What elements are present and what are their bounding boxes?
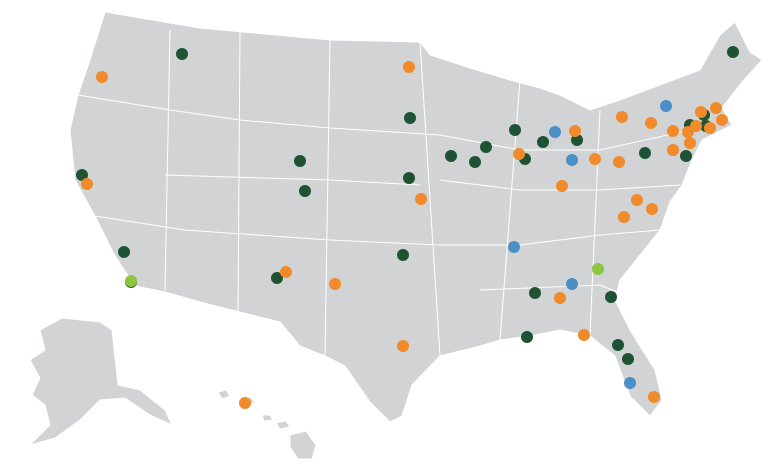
- location-dot: [648, 391, 660, 403]
- location-dot: [645, 117, 657, 129]
- location-dot: [329, 278, 341, 290]
- location-dot: [549, 126, 561, 138]
- location-dot: [521, 331, 533, 343]
- location-dot: [571, 134, 583, 146]
- location-dot: [403, 172, 415, 184]
- location-dot: [294, 155, 306, 167]
- location-dot: [684, 137, 696, 149]
- location-dot: [513, 148, 525, 160]
- location-dot: [404, 112, 416, 124]
- location-dot: [618, 211, 630, 223]
- location-dot: [239, 397, 251, 409]
- location-dot: [403, 61, 415, 73]
- location-dot: [727, 46, 739, 58]
- location-dot: [578, 329, 590, 341]
- location-dot: [566, 278, 578, 290]
- location-dot: [716, 114, 728, 126]
- location-dot: [529, 287, 541, 299]
- location-dot: [569, 125, 581, 137]
- location-dot: [299, 185, 311, 197]
- location-dot: [690, 120, 702, 132]
- location-dot: [592, 263, 604, 275]
- location-dot: [480, 141, 492, 153]
- location-dot: [616, 111, 628, 123]
- location-dot: [710, 102, 722, 114]
- location-dot: [605, 291, 617, 303]
- alaska: [28, 317, 174, 446]
- location-dot: [176, 48, 188, 60]
- location-dot: [76, 169, 88, 181]
- location-dot: [537, 136, 549, 148]
- location-dot: [660, 100, 672, 112]
- location-dot: [566, 154, 578, 166]
- location-dot: [589, 153, 601, 165]
- location-dot: [415, 193, 427, 205]
- location-dot: [271, 272, 283, 284]
- location-dot: [613, 156, 625, 168]
- contiguous-us: [69, 11, 763, 423]
- location-dot: [704, 122, 716, 134]
- location-dot: [96, 71, 108, 83]
- location-dot: [556, 180, 568, 192]
- location-dot: [646, 203, 658, 215]
- location-dot: [469, 156, 481, 168]
- location-dot: [695, 106, 707, 118]
- location-dot: [631, 194, 643, 206]
- location-dot: [624, 377, 636, 389]
- location-dot: [397, 249, 409, 261]
- location-dot: [667, 144, 679, 156]
- location-dot: [667, 125, 679, 137]
- location-dot: [612, 339, 624, 351]
- location-dot: [680, 150, 692, 162]
- location-dot: [445, 150, 457, 162]
- location-dot: [280, 266, 292, 278]
- location-dot: [125, 275, 137, 287]
- location-dot: [622, 353, 634, 365]
- location-dots: [76, 46, 739, 409]
- location-dot: [554, 292, 566, 304]
- state-borders: [77, 29, 691, 357]
- hawaii: [217, 389, 317, 460]
- location-dot: [81, 178, 93, 190]
- location-dot: [397, 340, 409, 352]
- location-dot: [508, 241, 520, 253]
- location-dot: [509, 124, 521, 136]
- location-dot: [639, 147, 651, 159]
- location-dot: [118, 246, 130, 258]
